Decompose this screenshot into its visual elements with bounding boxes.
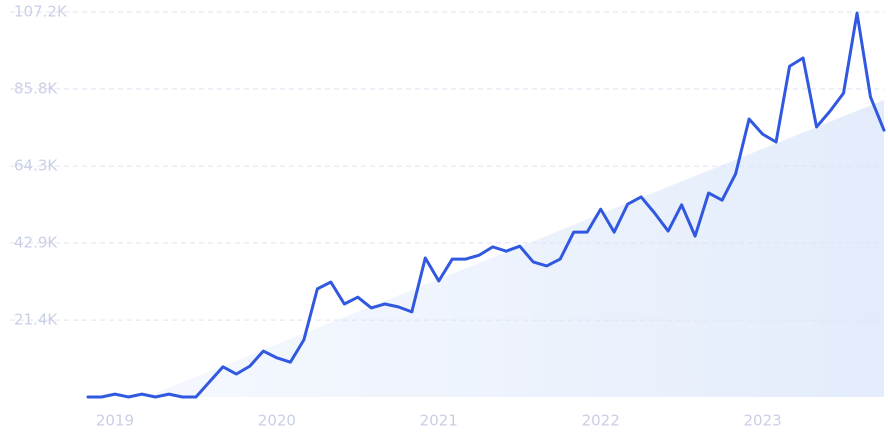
y-tick-label: 42.9K xyxy=(14,233,58,251)
trend-area xyxy=(155,99,884,397)
x-tick-label: 2021 xyxy=(420,412,458,430)
x-tick-label: 2020 xyxy=(258,412,296,430)
x-tick-label: 2019 xyxy=(96,412,134,430)
x-tick-label: 2023 xyxy=(743,412,781,430)
y-tick-label: 21.4K xyxy=(14,311,58,329)
trend-line xyxy=(86,11,886,399)
x-tick-label: 2022 xyxy=(582,412,620,430)
y-tick-label: 64.3K xyxy=(14,157,58,175)
y-tick-label: 85.8K xyxy=(14,79,58,97)
y-tick-label: 107.2K xyxy=(14,3,68,21)
